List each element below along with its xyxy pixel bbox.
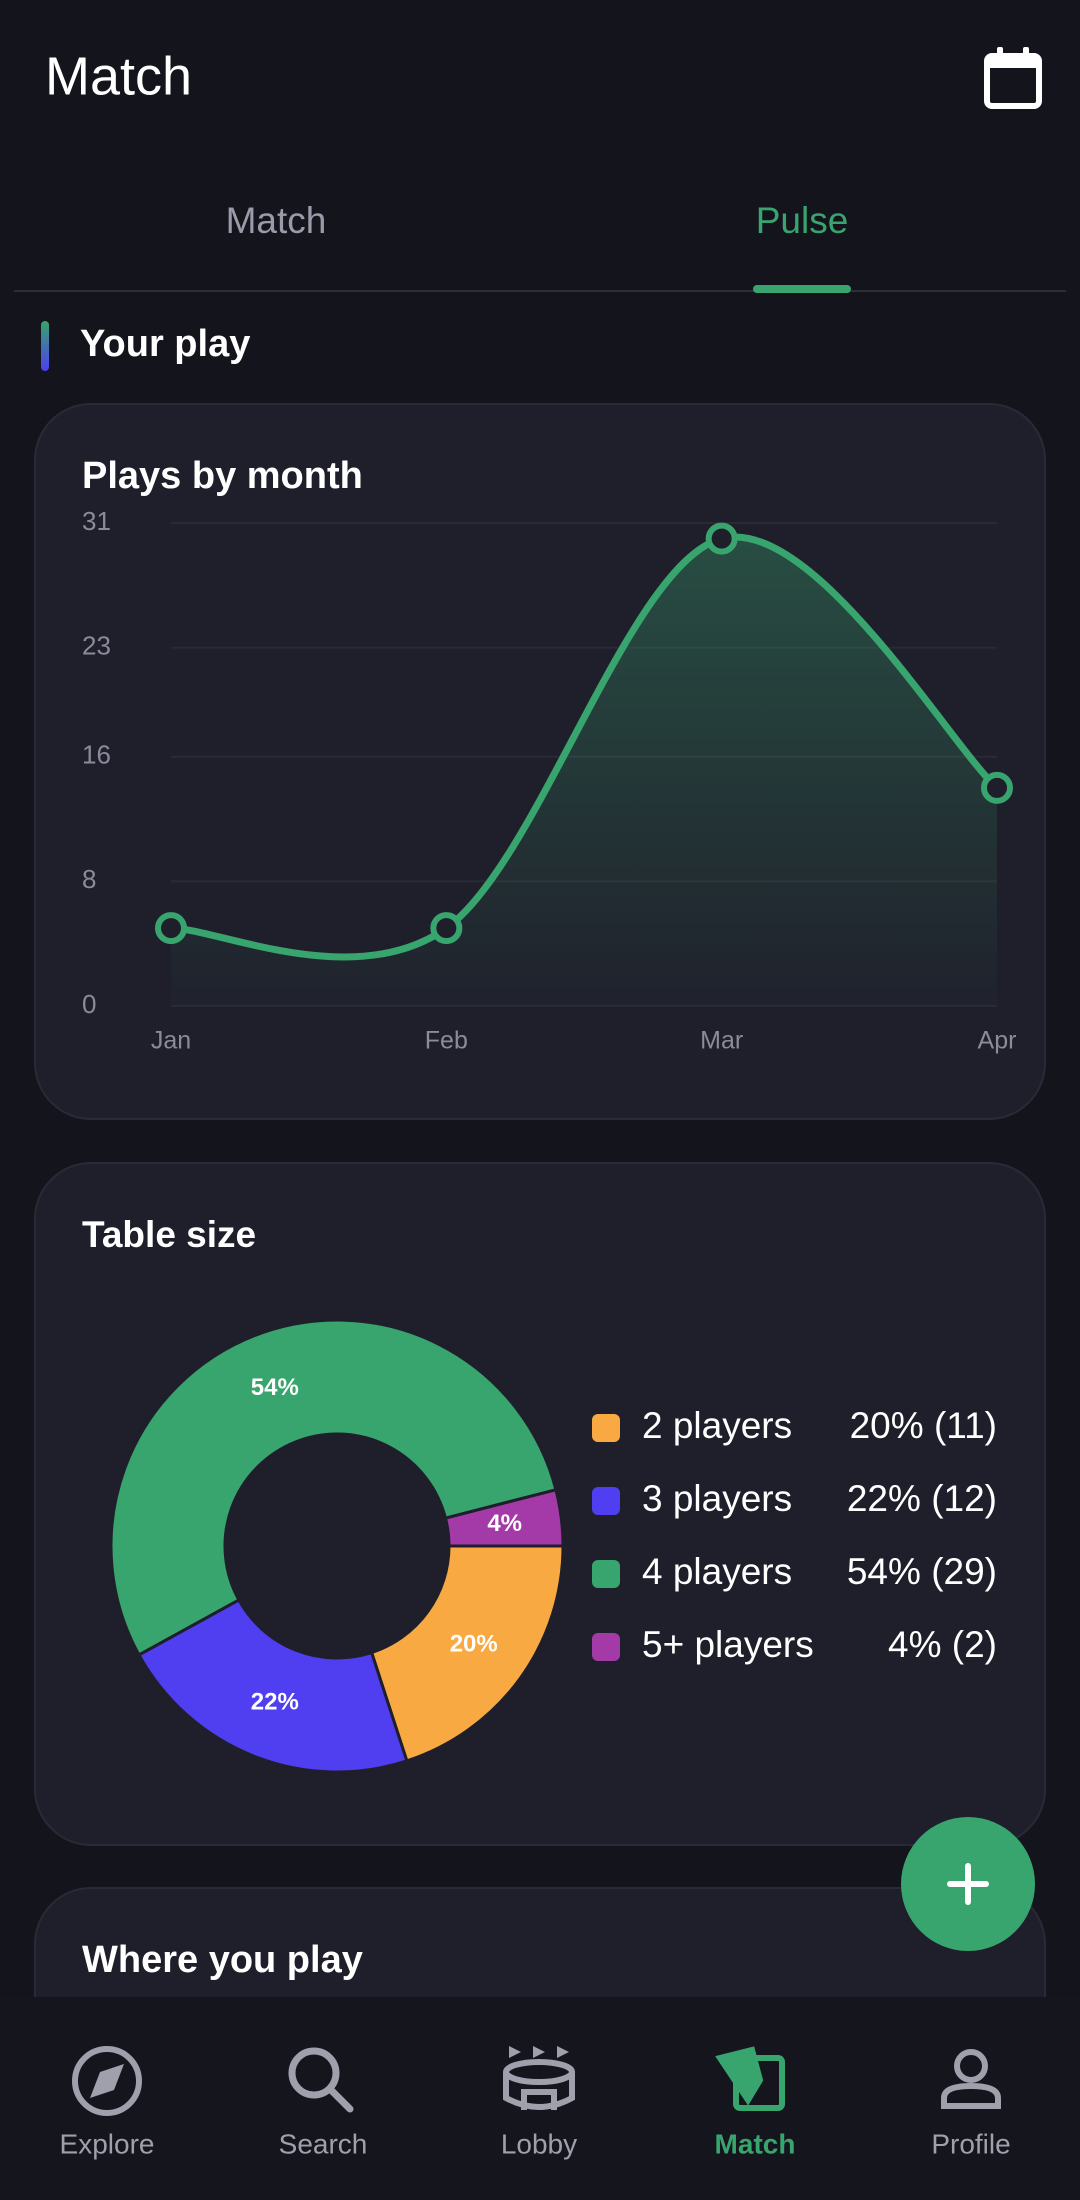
legend-swatch xyxy=(592,1414,620,1442)
nav-icon[interactable] xyxy=(72,2046,142,2116)
point xyxy=(705,522,738,555)
tab-indicator xyxy=(753,285,851,293)
card-title: Where you play xyxy=(82,1939,363,1981)
chart-title: Plays by month xyxy=(82,455,363,497)
slice-label: 54% xyxy=(251,1374,299,1401)
y-tick-label: 8 xyxy=(82,864,96,894)
point xyxy=(430,912,463,945)
donut-chart: 20% 22% 54% 4% 2 players 20% (11) 3 players 22%… xyxy=(109,1318,997,1774)
line-chart: 0 8 16 23 31 Jan Feb Mar Apr xyxy=(82,506,1016,1055)
nav-label[interactable]: Lobby xyxy=(501,2128,577,2159)
y-tick-label: 16 xyxy=(82,740,111,770)
scroll-content: Your play Plays by month 0 8 16 23 31 Jan Feb M… xyxy=(34,321,1046,1997)
x-tick-label: Feb xyxy=(425,1027,468,1055)
add-button[interactable] xyxy=(901,1817,1035,1951)
y-tick-label: 23 xyxy=(82,631,111,661)
legend-swatch xyxy=(592,1560,620,1588)
slice-label: 20% xyxy=(450,1631,498,1658)
nav-icon[interactable] xyxy=(941,2049,1001,2109)
nav-icon[interactable] xyxy=(288,2047,354,2113)
point xyxy=(155,912,187,945)
bottom-nav xyxy=(0,1997,1080,2200)
legend-value: 54% (29) xyxy=(847,1551,997,1592)
legend-value: 22% (12) xyxy=(847,1478,997,1519)
legend-swatch xyxy=(592,1487,620,1515)
area xyxy=(171,536,997,1006)
legend-label: 4 players xyxy=(642,1551,792,1592)
y-tick-label: 31 xyxy=(82,506,111,536)
slice-label: 22% xyxy=(251,1688,299,1715)
x-tick-label: Jan xyxy=(151,1027,191,1055)
tab[interactable]: Match xyxy=(226,200,327,241)
nav-label[interactable]: Profile xyxy=(931,2128,1010,2159)
card xyxy=(34,1887,1046,1997)
slice xyxy=(136,1597,409,1774)
slice-label: 4% xyxy=(487,1510,522,1537)
x-tick-label: Apr xyxy=(978,1027,1017,1055)
legend-value: 4% (2) xyxy=(888,1624,997,1665)
nav-label-active[interactable]: Match xyxy=(715,2128,796,2159)
section-title: Your play xyxy=(80,323,250,365)
y-tick-label: 0 xyxy=(82,989,96,1019)
tab-divider xyxy=(14,290,1066,292)
app-title: Match xyxy=(45,46,192,106)
nav-icon-active[interactable] xyxy=(715,2046,785,2111)
x-tick-label: Mar xyxy=(700,1027,743,1055)
calendar-button[interactable] xyxy=(984,47,1042,109)
point xyxy=(981,771,1013,804)
tab-active[interactable]: Pulse xyxy=(756,200,849,241)
nav-label[interactable]: Explore xyxy=(60,2128,155,2159)
legend-label: 2 players xyxy=(642,1405,792,1446)
line xyxy=(170,533,1000,961)
legend-swatch xyxy=(592,1633,620,1661)
chart-title: Table size xyxy=(82,1214,256,1255)
legend-label: 3 players xyxy=(642,1478,792,1519)
slice xyxy=(369,1544,565,1763)
slice xyxy=(109,1318,558,1657)
nav-icon[interactable] xyxy=(503,2046,575,2110)
legend-label: 5+ players xyxy=(642,1624,814,1665)
legend-value: 20% (11) xyxy=(850,1405,997,1446)
nav-label[interactable]: Search xyxy=(279,2128,368,2159)
section-accent xyxy=(41,321,49,371)
slice xyxy=(443,1487,565,1548)
